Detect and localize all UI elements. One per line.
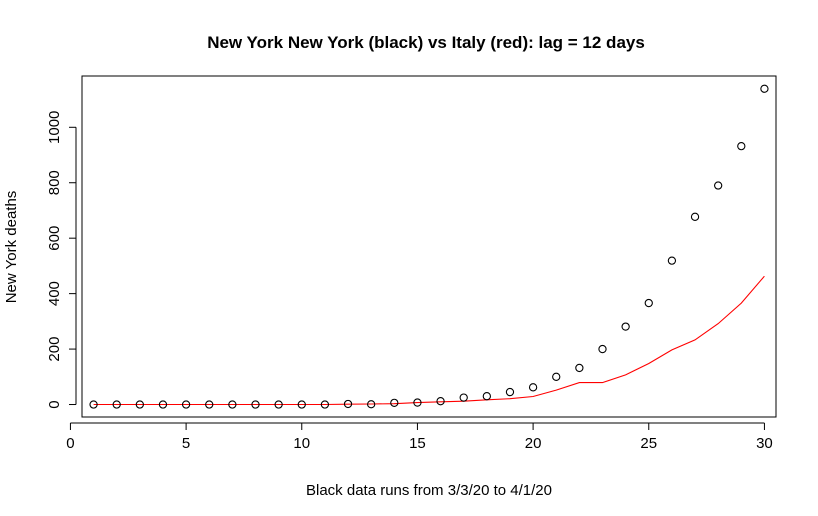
data-point: [714, 181, 723, 190]
x-tick-label: 20: [525, 435, 542, 452]
data-point: [135, 400, 144, 409]
data-point: [228, 400, 237, 409]
data-point: [367, 400, 376, 409]
data-point: [274, 400, 283, 409]
y-tick-label: 200: [46, 337, 63, 362]
y-tick-label: 1000: [46, 111, 63, 144]
data-point: [343, 399, 353, 409]
x-tick-label: 30: [756, 435, 773, 452]
data-point: [575, 363, 584, 373]
data-point: [552, 372, 561, 381]
data-point: [459, 393, 468, 402]
data-point: [690, 212, 700, 221]
data-point: [760, 84, 769, 93]
data-point: [320, 400, 330, 409]
y-axis: 0 200 400 600 800 1000: [46, 111, 77, 409]
data-point: [205, 400, 214, 409]
data-point: [413, 398, 422, 407]
y-tick-label: 800: [46, 170, 63, 195]
y-tick-label: 0: [46, 400, 63, 408]
data-point: [598, 344, 607, 354]
chart-title: New York New York (black) vs Italy (red)…: [207, 33, 645, 52]
data-point: [644, 298, 653, 308]
x-axis: 0 5 10 15 20 25 30: [66, 422, 773, 452]
data-point: [482, 392, 491, 401]
data-point: [667, 256, 677, 265]
x-tick-label: 5: [182, 435, 190, 452]
data-point: [528, 383, 538, 392]
x-axis-label: Black data runs from 3/3/20 to 4/1/20: [306, 482, 552, 499]
x-tick-label: 0: [66, 435, 74, 452]
y-axis-label: New York deaths: [3, 191, 20, 304]
data-point: [112, 400, 121, 409]
data-point: [390, 398, 399, 408]
data-point: [436, 397, 445, 406]
x-tick-label: 25: [640, 435, 657, 452]
y-tick-label: 600: [46, 226, 63, 251]
data-point: [505, 387, 515, 397]
data-point: [158, 400, 168, 409]
data-point: [297, 400, 306, 409]
series-line-red: [93, 275, 765, 406]
x-tick-label: 10: [293, 435, 310, 452]
y-tick-label: 400: [46, 281, 63, 306]
data-point: [737, 141, 746, 151]
data-point: [89, 400, 98, 409]
plot-series: [89, 84, 769, 409]
data-point: [181, 400, 191, 409]
x-tick-label: 15: [409, 435, 426, 452]
data-point: [621, 322, 630, 331]
data-point: [251, 400, 260, 409]
plot-frame: [81, 75, 777, 418]
